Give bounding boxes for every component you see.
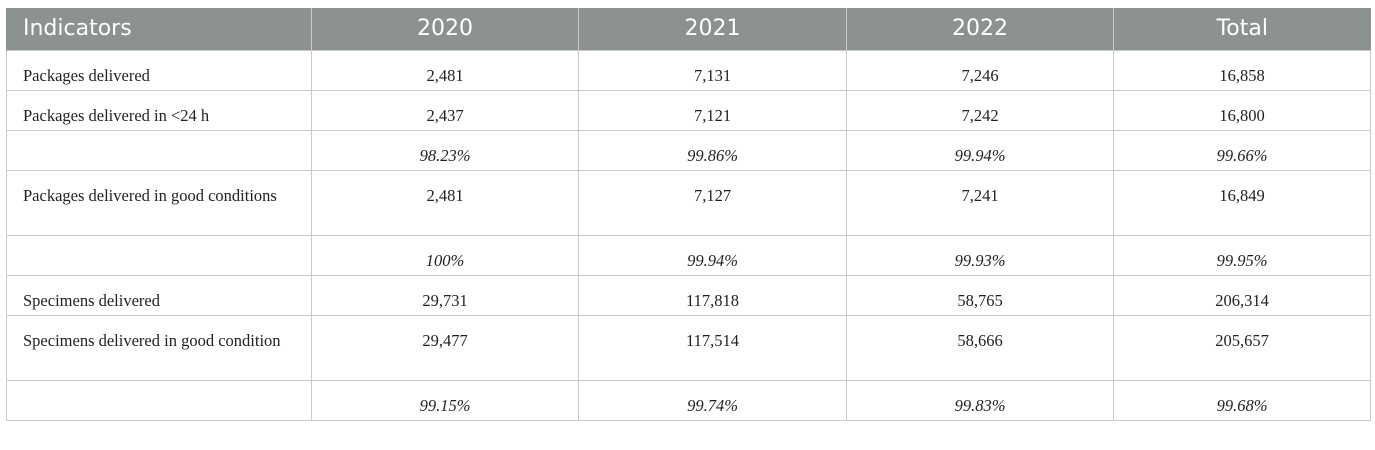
row-label [6, 379, 312, 421]
table-row-percent: 98.23% 99.86% 99.94% 99.66% [6, 129, 1371, 171]
table-row: Packages delivered in good conditions 2,… [6, 169, 1371, 236]
cell-total: 99.68% [1113, 379, 1371, 421]
table-body: Packages delivered 2,481 7,131 7,246 16,… [6, 49, 1371, 421]
cell-2021: 99.74% [578, 379, 847, 421]
table-header: Indicators 2020 2021 2022 Total [6, 8, 1371, 50]
table-row: Packages delivered in <24 h 2,437 7,121 … [6, 89, 1371, 131]
cell-2022: 99.93% [846, 234, 1114, 276]
cell-2020: 100% [311, 234, 579, 276]
header-total: Total [1113, 8, 1371, 50]
row-label: Specimens delivered [6, 274, 312, 316]
row-label [6, 129, 312, 171]
cell-2022: 99.94% [846, 129, 1114, 171]
cell-2020: 29,731 [311, 274, 579, 316]
cell-total: 99.66% [1113, 129, 1371, 171]
cell-2021: 117,514 [578, 314, 847, 381]
cell-2022: 58,765 [846, 274, 1114, 316]
cell-2021: 7,131 [578, 49, 847, 91]
cell-2021: 7,127 [578, 169, 847, 236]
header-2022: 2022 [846, 8, 1114, 50]
indicators-table: Indicators 2020 2021 2022 Total Packages… [6, 8, 1371, 421]
table-row: Packages delivered 2,481 7,131 7,246 16,… [6, 49, 1371, 91]
table-row-percent: 99.15% 99.74% 99.83% 99.68% [6, 379, 1371, 421]
table-row: Specimens delivered 29,731 117,818 58,76… [6, 274, 1371, 316]
cell-2021: 99.94% [578, 234, 847, 276]
cell-2021: 99.86% [578, 129, 847, 171]
cell-2022: 7,242 [846, 89, 1114, 131]
cell-total: 205,657 [1113, 314, 1371, 381]
cell-total: 206,314 [1113, 274, 1371, 316]
cell-2022: 58,666 [846, 314, 1114, 381]
cell-2022: 99.83% [846, 379, 1114, 421]
header-2021: 2021 [578, 8, 847, 50]
cell-2020: 29,477 [311, 314, 579, 381]
row-label: Packages delivered in good conditions [6, 169, 312, 236]
row-label: Packages delivered in <24 h [6, 89, 312, 131]
cell-2020: 99.15% [311, 379, 579, 421]
cell-2020: 2,481 [311, 49, 579, 91]
cell-2020: 2,481 [311, 169, 579, 236]
header-row: Indicators 2020 2021 2022 Total [6, 8, 1371, 50]
header-indicators: Indicators [6, 8, 312, 50]
cell-2021: 117,818 [578, 274, 847, 316]
cell-2022: 7,246 [846, 49, 1114, 91]
row-label: Specimens delivered in good condition [6, 314, 312, 381]
cell-total: 16,800 [1113, 89, 1371, 131]
cell-total: 99.95% [1113, 234, 1371, 276]
cell-2020: 98.23% [311, 129, 579, 171]
cell-2021: 7,121 [578, 89, 847, 131]
row-label: Packages delivered [6, 49, 312, 91]
cell-total: 16,858 [1113, 49, 1371, 91]
table-row: Specimens delivered in good condition 29… [6, 314, 1371, 381]
header-2020: 2020 [311, 8, 579, 50]
cell-2022: 7,241 [846, 169, 1114, 236]
cell-total: 16,849 [1113, 169, 1371, 236]
cell-2020: 2,437 [311, 89, 579, 131]
table-row-percent: 100% 99.94% 99.93% 99.95% [6, 234, 1371, 276]
row-label [6, 234, 312, 276]
